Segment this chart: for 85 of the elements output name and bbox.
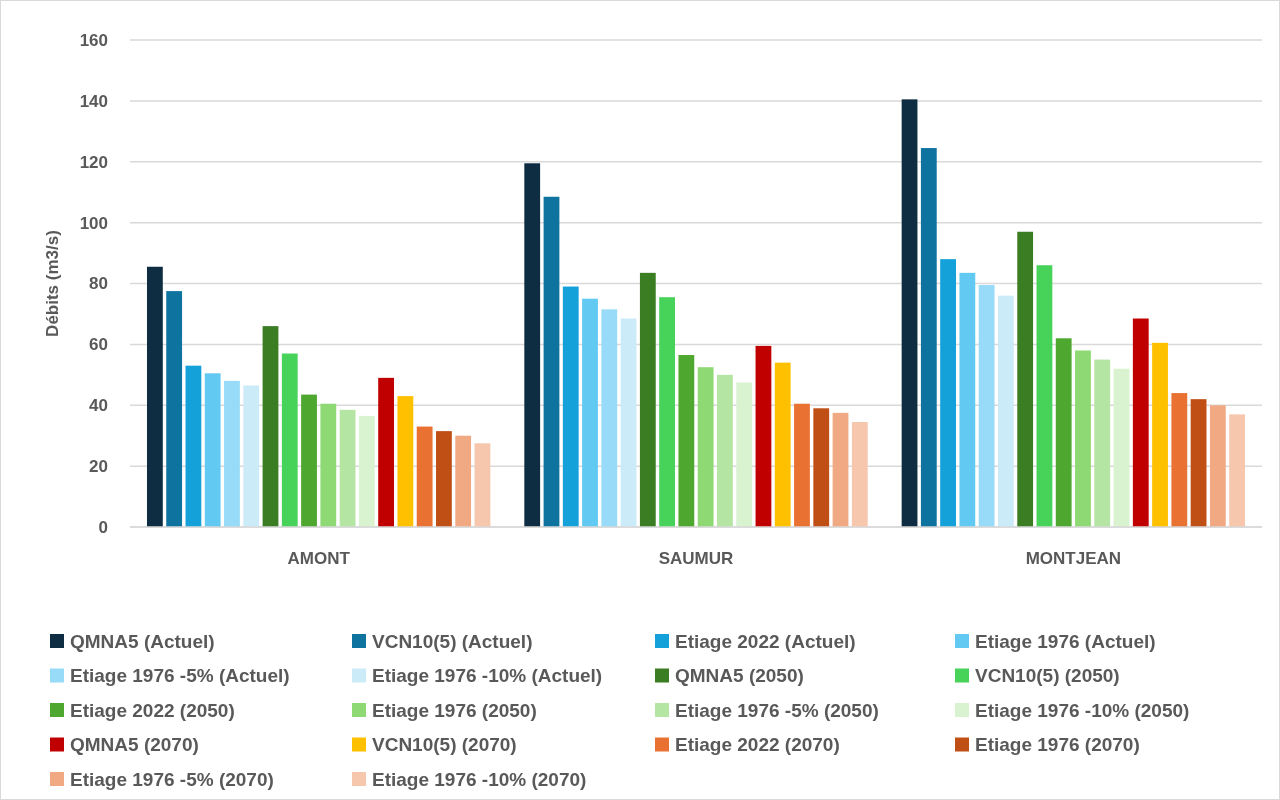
- y-axis-title: Débits (m3/s): [43, 230, 62, 337]
- bar: [1075, 350, 1091, 527]
- bar: [920, 148, 937, 527]
- bar: [146, 266, 163, 527]
- bar: [940, 259, 956, 527]
- bar: [416, 426, 433, 527]
- bar: [1132, 318, 1149, 527]
- legend-label: QMNA5 (Actuel): [70, 630, 215, 652]
- bar: [1094, 359, 1111, 527]
- bar: [224, 380, 240, 527]
- bar: [1017, 231, 1034, 527]
- y-tick-label: 0: [98, 517, 108, 537]
- y-tick-label: 120: [79, 152, 108, 172]
- bar: [997, 295, 1014, 527]
- bar: [659, 297, 675, 527]
- bar: [601, 309, 618, 527]
- bar: [185, 365, 202, 527]
- bar: [717, 374, 733, 527]
- legend-label: Etiage 2022 (2050): [70, 699, 235, 721]
- legend-label: VCN10(5) (2050): [975, 665, 1120, 687]
- bar: [320, 403, 337, 527]
- bar: [1190, 399, 1207, 527]
- legend-label: Etiage 1976 -10% (Actuel): [372, 665, 603, 687]
- bar: [1171, 393, 1188, 527]
- bar: [474, 443, 491, 527]
- bar: [543, 196, 560, 527]
- bar: [397, 396, 414, 527]
- bar: [358, 415, 375, 527]
- bar: [1036, 265, 1053, 527]
- legend-label: Etiage 1976 -5% (2070): [70, 768, 274, 790]
- bar: [1113, 368, 1130, 527]
- bar: [1229, 414, 1246, 527]
- bar: [736, 382, 753, 527]
- bar: [1152, 342, 1168, 527]
- legend-label: Etiage 1976 -10% (2070): [372, 768, 587, 790]
- bar: [524, 163, 541, 527]
- bar: [339, 409, 356, 527]
- bar: [204, 373, 221, 527]
- bar: [697, 367, 714, 527]
- bar: [562, 286, 579, 527]
- bar: [832, 412, 849, 527]
- legend-label: Etiage 2022 (Actuel): [675, 630, 856, 652]
- legend-label: VCN10(5) (2070): [372, 734, 517, 756]
- bar: [166, 291, 183, 527]
- legend-label: VCN10(5) (Actuel): [372, 630, 533, 652]
- legend-label: Etiage 1976 -10% (2050): [975, 699, 1190, 721]
- bar: [1209, 405, 1226, 527]
- y-tick-label: 100: [79, 213, 108, 233]
- bar: [582, 298, 598, 527]
- bar: [959, 272, 976, 527]
- bar: [813, 408, 830, 527]
- legend-label: Etiage 1976 (Actuel): [975, 630, 1156, 652]
- bar: [455, 435, 472, 527]
- bar: [774, 362, 791, 527]
- y-tick-label: 160: [79, 30, 108, 50]
- bar: [301, 394, 317, 527]
- x-tick-label: SAUMUR: [658, 549, 734, 568]
- bar: [243, 385, 260, 527]
- bar: [620, 318, 637, 527]
- bar: [678, 355, 695, 527]
- y-tick-label: 60: [89, 335, 108, 355]
- y-tick-label: 20: [89, 457, 108, 477]
- x-tick-label: MONTJEAN: [1025, 549, 1122, 568]
- bar: [851, 421, 868, 527]
- bar: [794, 403, 810, 527]
- bar: [1055, 338, 1072, 527]
- legend-label: Etiage 1976 -5% (2050): [675, 699, 879, 721]
- y-tick-label: 80: [89, 274, 108, 294]
- x-tick-label: AMONT: [287, 549, 351, 568]
- bar: [281, 353, 298, 527]
- legend-label: Etiage 2022 (2070): [675, 734, 840, 756]
- bar: [639, 272, 656, 527]
- legend-label: QMNA5 (2070): [70, 734, 199, 756]
- y-tick-label: 140: [79, 91, 108, 111]
- legend-label: Etiage 1976 (2050): [372, 699, 537, 721]
- legend-label: QMNA5 (2050): [675, 665, 804, 687]
- bar: [978, 285, 995, 527]
- bar: [262, 326, 279, 527]
- legend-label: Etiage 1976 -5% (Actuel): [70, 665, 290, 687]
- legend-label: Etiage 1976 (2070): [975, 734, 1140, 756]
- bar: [378, 377, 395, 527]
- bar: [755, 345, 772, 527]
- y-tick-label: 40: [89, 396, 108, 416]
- bar: [901, 99, 918, 527]
- bar: [436, 431, 452, 527]
